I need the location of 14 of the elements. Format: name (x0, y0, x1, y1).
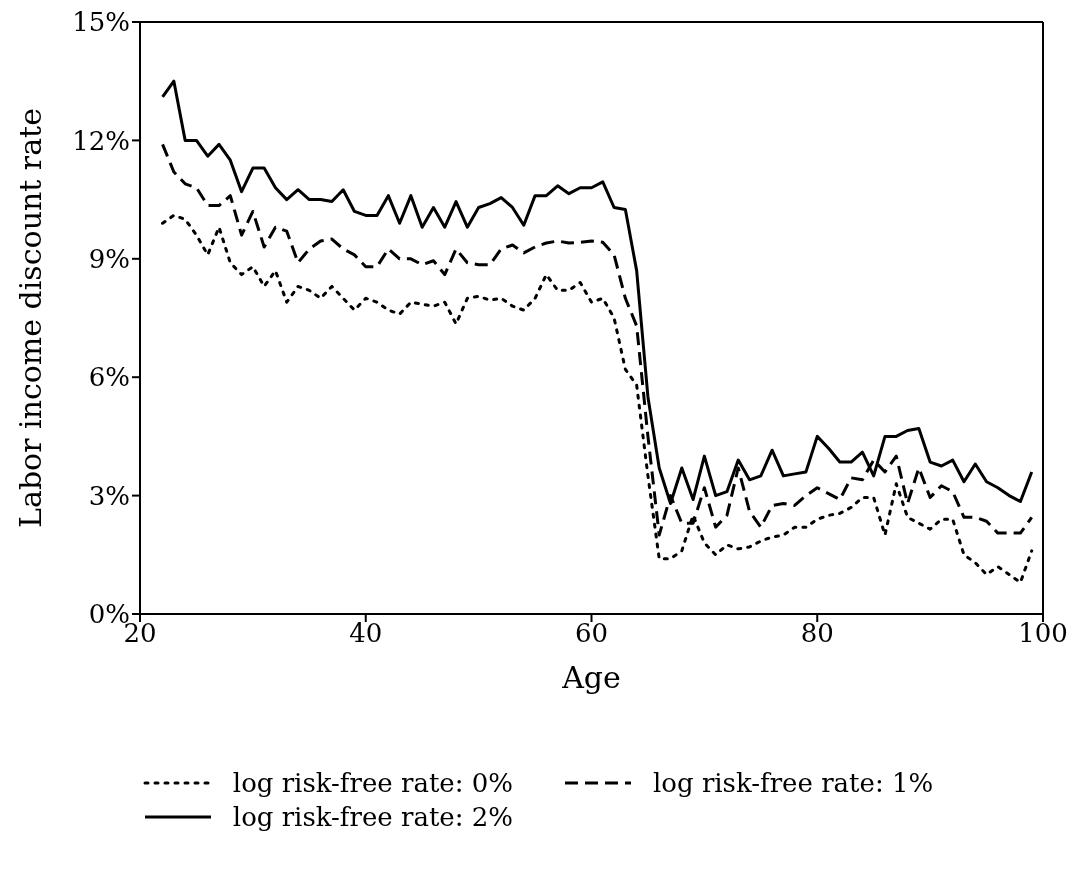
x-tick-label: 40 (349, 618, 383, 649)
legend-label: log risk-free rate: 1% (653, 768, 934, 798)
x-axis-title: Age (561, 660, 621, 695)
y-tick-label: 6% (88, 362, 130, 393)
y-tick-label: 12% (72, 125, 130, 156)
x-tick-label: 100 (1018, 618, 1068, 649)
y-tick-label: 3% (88, 480, 130, 511)
x-tick-label: 60 (574, 618, 609, 649)
y-tick-label: 9% (88, 244, 130, 275)
legend-label: log risk-free rate: 0% (232, 768, 513, 798)
y-axis-title: Labor income discount rate (12, 108, 48, 528)
x-tick-label: 80 (800, 618, 834, 649)
legend-label: log risk-free rate: 2% (232, 802, 513, 832)
y-tick-label: 15% (72, 7, 130, 38)
